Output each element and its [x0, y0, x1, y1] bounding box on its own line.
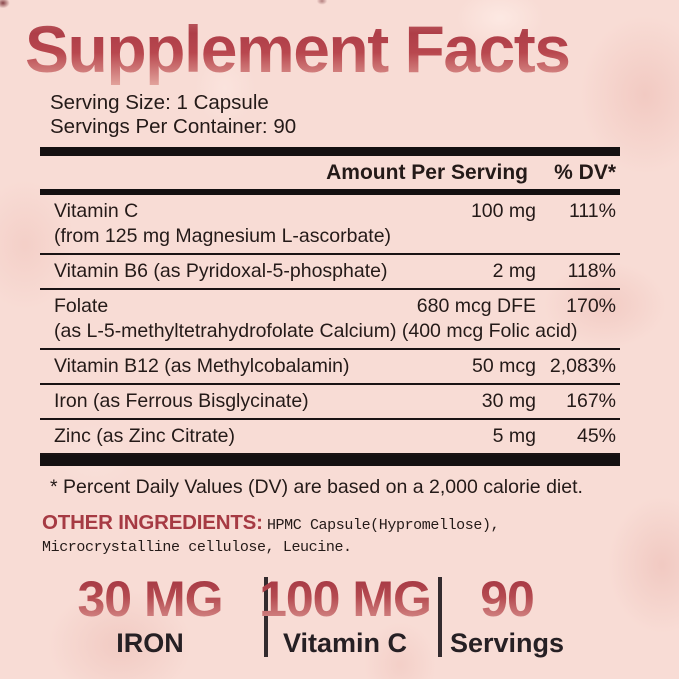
- stat-iron: 30 MG IRON: [60, 574, 240, 657]
- stat-vitamin-c-value: 100 MG: [252, 574, 438, 624]
- table-top-bar: [40, 147, 620, 156]
- page-title: Supplement Facts: [25, 13, 655, 85]
- column-header-amount: Amount Per Serving: [326, 161, 528, 184]
- row-main: Vitamin B6 (as Pyridoxal-5-phosphate) 2 …: [54, 259, 616, 284]
- nutrient-name: Iron (as Ferrous Bisglycinate): [54, 390, 309, 412]
- stat-iron-value: 30 MG: [60, 574, 240, 624]
- other-ingredients-label: OTHER INGREDIENTS:: [42, 511, 263, 534]
- stat-iron-label: IRON: [116, 628, 184, 658]
- servings-per-container: Servings Per Container: 90: [50, 115, 297, 138]
- nutrient-name: Zinc (as Zinc Citrate): [54, 425, 235, 447]
- highlight-stats: 30 MG IRON 100 MG Vitamin C 90 Servings: [0, 574, 679, 666]
- nutrient-subtext: (as L-5-methyltetrahydrofolate Calcium) …: [54, 320, 578, 342]
- other-ingredients: OTHER INGREDIENTS: HPMC Capsule(Hypromel…: [42, 512, 644, 558]
- serving-size: Serving Size: 1 Capsule: [50, 91, 269, 114]
- serving-info: Serving Size: 1 Capsule Servings Per Con…: [50, 91, 679, 139]
- nutrient-amount: 30 mg: [481, 390, 536, 412]
- nutrient-dv: 170%: [566, 295, 616, 317]
- nutrient-amount: 50 mcg: [472, 355, 536, 377]
- nutrient-dv: 167%: [566, 390, 616, 412]
- nutrient-dv: 111%: [569, 200, 616, 222]
- row-main: Zinc (as Zinc Citrate) 5 mg 45%: [54, 424, 616, 449]
- table-row-zinc: Zinc (as Zinc Citrate) 5 mg 45%: [40, 420, 620, 455]
- stat-servings-label: Servings: [449, 628, 565, 658]
- nutrient-amount: 2 mg: [492, 260, 536, 282]
- row-main: Vitamin B12 (as Methylcobalamin) 50 mcg …: [54, 354, 616, 379]
- table-row-vitamin-b6: Vitamin B6 (as Pyridoxal-5-phosphate) 2 …: [40, 255, 620, 290]
- table-header-bar: [40, 189, 620, 195]
- nutrient-dv: 45%: [576, 425, 616, 447]
- stat-divider: [264, 577, 268, 657]
- nutrient-name: Folate: [54, 295, 109, 317]
- stat-vitamin-c-label: Vitamin C: [282, 628, 408, 658]
- nutrient-amount: 100 mg: [470, 200, 536, 222]
- stat-divider: [438, 577, 442, 657]
- table-row-iron: Iron (as Ferrous Bisglycinate) 30 mg 167…: [40, 385, 620, 420]
- stat-vitamin-c: 100 MG Vitamin C: [252, 574, 438, 657]
- nutrient-name: Vitamin B12 (as Methylcobalamin): [54, 355, 350, 377]
- table-row-vitamin-c: Vitamin C 100 mg 111% (from 125 mg Magne…: [40, 195, 620, 255]
- nutrient-amount: 5 mg: [492, 425, 536, 447]
- stat-servings: 90 Servings: [448, 574, 566, 657]
- column-header-dv: % DV*: [554, 161, 616, 184]
- nutrient-subtext: (from 125 mg Magnesium L-ascorbate): [54, 225, 392, 247]
- row-main: Folate 680 mcg DFE 170%: [54, 294, 616, 319]
- nutrient-dv: 2,083%: [549, 355, 616, 377]
- table-row-folate: Folate 680 mcg DFE 170% (as L-5-methylte…: [40, 290, 620, 350]
- table-bottom-bar: [40, 455, 620, 466]
- other-ingredients-value: HPMC Capsule(Hypromellose), Microcrystal…: [42, 517, 500, 556]
- nutrient-name: Vitamin C: [54, 200, 139, 222]
- row-main: Vitamin C 100 mg 111%: [54, 199, 616, 224]
- nutrient-dv: 118%: [567, 260, 616, 282]
- table-header: Amount Per Serving % DV*: [40, 156, 620, 189]
- facts-table: Amount Per Serving % DV* Vitamin C 100 m…: [40, 147, 620, 466]
- row-main: Iron (as Ferrous Bisglycinate) 30 mg 167…: [54, 389, 616, 414]
- nutrient-amount: 680 mcg DFE: [416, 295, 536, 317]
- nutrient-name: Vitamin B6 (as Pyridoxal-5-phosphate): [54, 260, 388, 282]
- table-row-vitamin-b12: Vitamin B12 (as Methylcobalamin) 50 mcg …: [40, 350, 620, 385]
- stat-servings-value: 90: [448, 574, 566, 624]
- dv-footnote: * Percent Daily Values (DV) are based on…: [50, 476, 583, 498]
